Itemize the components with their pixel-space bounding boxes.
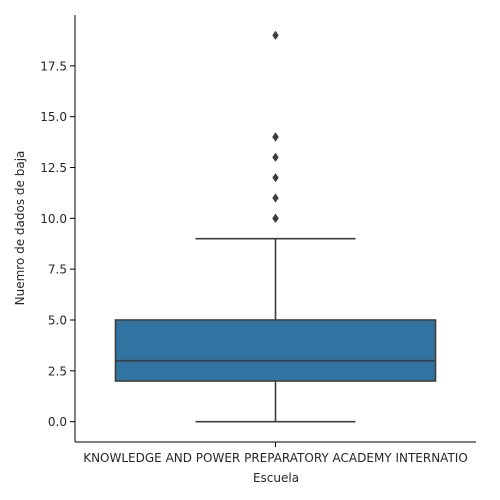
y-tick-label: 12.5	[40, 161, 67, 175]
y-tick-label: 10.0	[40, 212, 67, 226]
y-axis-label: Nuemro de dados de baja	[13, 151, 27, 306]
y-tick-label: 5.0	[48, 314, 67, 328]
x-axis-ticks: KNOWLEDGE AND POWER PREPARATORY ACADEMY …	[83, 442, 468, 465]
plot-area	[114, 30, 437, 423]
y-axis-ticks: 0.0 2.5 5.0 7.5 10.0 12.5 15.0 17.5	[40, 59, 75, 429]
y-tick-label: 0.0	[48, 415, 67, 429]
outlier-point	[272, 213, 279, 223]
outlier-point	[272, 30, 279, 40]
x-tick-label: KNOWLEDGE AND POWER PREPARATORY ACADEMY …	[83, 451, 468, 465]
y-tick-label: 17.5	[40, 59, 67, 73]
outlier-point	[272, 193, 279, 203]
outlier-point	[272, 132, 279, 142]
y-tick-label: 15.0	[40, 110, 67, 124]
y-tick-label: 7.5	[48, 263, 67, 277]
outlier-point	[272, 173, 279, 183]
outlier-point	[272, 152, 279, 162]
interquartile-box	[114, 319, 437, 382]
y-tick-label: 2.5	[48, 364, 67, 378]
x-axis-label: Escuela	[253, 471, 299, 485]
